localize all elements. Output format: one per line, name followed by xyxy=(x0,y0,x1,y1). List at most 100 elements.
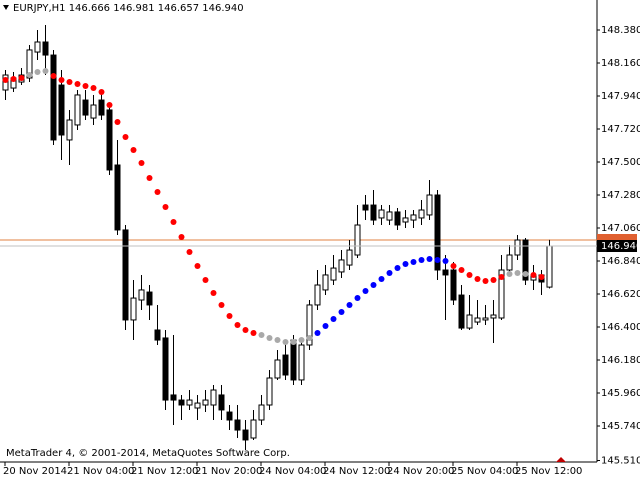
candle-body xyxy=(130,297,137,321)
candle-body xyxy=(282,354,289,376)
indicator-dot xyxy=(386,270,393,276)
candle-body xyxy=(266,377,273,406)
candle-body xyxy=(242,429,249,441)
indicator-dot xyxy=(170,219,177,225)
candle-body xyxy=(546,245,553,288)
indicator-dot xyxy=(514,270,521,276)
menu-arrow[interactable] xyxy=(3,5,9,10)
indicator-dot xyxy=(402,261,409,267)
candle-body xyxy=(514,239,521,256)
x-tick-label: 21 Nov 20:00 xyxy=(195,466,262,477)
candle-body xyxy=(434,194,441,271)
indicator-dot xyxy=(42,67,49,74)
x-tick-label: 21 Nov 04:00 xyxy=(67,466,134,477)
y-tick-label: 146.620 xyxy=(601,289,640,300)
indicator-dot xyxy=(266,334,273,341)
indicator-dot xyxy=(34,69,41,75)
indicator-dot xyxy=(322,322,329,329)
candle-body xyxy=(274,359,281,379)
candle-body xyxy=(138,289,145,301)
indicator-dot xyxy=(98,88,105,95)
indicator-dot xyxy=(450,262,457,269)
indicator-dot xyxy=(506,271,513,278)
indicator-dot xyxy=(250,330,257,336)
indicator-dot xyxy=(202,277,209,284)
candle-body xyxy=(250,419,257,439)
indicator-dot xyxy=(378,276,385,282)
y-tick-label: 145.740 xyxy=(601,421,640,432)
candle-body xyxy=(330,267,337,281)
indicator-dot xyxy=(130,147,137,153)
candle-body xyxy=(346,249,353,266)
y-tick-label: 145.960 xyxy=(601,388,640,399)
candle-body xyxy=(90,104,97,119)
candle-body xyxy=(290,339,297,381)
x-tick-label: 25 Nov 12:00 xyxy=(515,466,582,477)
indicator-dot xyxy=(434,256,441,263)
candle-body xyxy=(458,294,465,329)
candle-body xyxy=(482,317,489,321)
candle-body xyxy=(442,269,449,276)
indicator-dot xyxy=(538,274,545,281)
indicator-dot xyxy=(2,76,9,83)
indicator-dot xyxy=(74,81,81,87)
indicator-dot xyxy=(114,118,121,125)
indicator-dot xyxy=(194,262,201,269)
candle-body xyxy=(306,304,313,346)
indicator-dot xyxy=(210,289,217,296)
y-tick-label: 148.160 xyxy=(601,58,640,69)
indicator-dot xyxy=(522,271,529,278)
y-tick-label: 147.060 xyxy=(601,223,640,234)
x-tick-label: 20 Nov 2014 xyxy=(3,466,67,477)
indicator-dot xyxy=(442,258,449,264)
indicator-dot xyxy=(474,276,481,282)
candle-body xyxy=(450,269,457,301)
candle-body xyxy=(122,229,129,321)
candle-body xyxy=(474,317,481,323)
candle-body xyxy=(66,119,73,141)
indicator-dot xyxy=(50,73,57,80)
candle-body xyxy=(106,109,113,171)
candle-body xyxy=(498,269,505,319)
indicator-dot xyxy=(18,75,25,81)
candle-body xyxy=(146,291,153,306)
candle-body xyxy=(466,314,473,329)
candle-body xyxy=(362,204,369,211)
candle-body xyxy=(234,419,241,431)
indicator-dot xyxy=(186,249,193,255)
indicator-dot xyxy=(490,277,497,284)
indicator-dot xyxy=(26,72,33,78)
indicator-dot xyxy=(338,309,345,315)
candle-body xyxy=(338,259,345,273)
indicator-dot xyxy=(330,316,337,323)
x-tick-label: 24 Nov 20:00 xyxy=(387,466,454,477)
bid-label: 146.940 xyxy=(601,241,640,252)
candle-body xyxy=(314,284,321,306)
candle-body xyxy=(410,214,417,221)
y-tick-label: 145.510 xyxy=(601,456,640,467)
candle-body xyxy=(258,404,265,421)
indicator-dot xyxy=(218,301,225,308)
candle-body xyxy=(186,399,193,406)
indicator-dot xyxy=(290,339,297,345)
x-tick-label: 24 Nov 04:00 xyxy=(259,466,326,477)
indicator-dot xyxy=(370,282,377,288)
indicator-dot xyxy=(362,288,369,294)
chart-title: EURJPY,H1 146.666 146.981 146.657 146.94… xyxy=(13,3,244,14)
candle-body xyxy=(34,41,41,53)
y-tick-label: 146.840 xyxy=(601,256,640,267)
indicator-dot xyxy=(298,337,305,344)
candle-body xyxy=(154,329,161,341)
candle-body xyxy=(162,337,169,401)
indicator-dot xyxy=(466,271,473,278)
candle-body xyxy=(82,99,89,116)
candle-body xyxy=(170,394,177,401)
candle-body xyxy=(378,209,385,219)
candle-body xyxy=(74,94,81,126)
candle-body xyxy=(354,224,361,256)
candle-body xyxy=(394,211,401,226)
y-tick-label: 147.720 xyxy=(601,124,640,135)
indicator-dot xyxy=(346,301,353,308)
indicator-dot xyxy=(146,175,153,182)
candle-body xyxy=(426,194,433,216)
